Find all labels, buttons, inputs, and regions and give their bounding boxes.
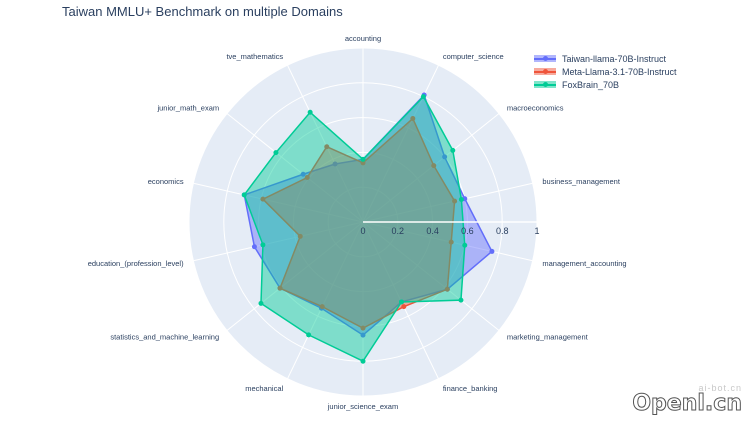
grid-spoke-8: [287, 221, 364, 379]
legend-item-meta-llama[interactable]: Meta-Llama-3.1-70B-Instruct: [534, 65, 677, 78]
radial-tick-3: 0.6: [461, 226, 474, 236]
radar-series: [241, 92, 495, 364]
series-2-point-7: [360, 358, 366, 364]
category-label-1: computer_science: [443, 52, 504, 61]
category-label-0: accounting: [345, 34, 381, 43]
grid-spoke-12: [226, 113, 364, 223]
series-1-point-12: [304, 175, 310, 181]
radial-tick-4: 0.8: [496, 226, 509, 236]
series-2-point-6: [399, 299, 405, 305]
series-1-point-9: [277, 285, 283, 291]
angular-labels: accounting computer_science macroeconomics…: [88, 34, 627, 411]
grid-spoke-2: [362, 113, 500, 223]
series-2-point-2: [450, 147, 456, 153]
series-0-point-12: [300, 171, 306, 177]
category-label-8: mechanical: [245, 384, 283, 393]
series-1-point-4: [448, 239, 454, 245]
radial-axis: 0 0.2 0.4 0.6 0.8 1: [360, 221, 540, 236]
legend-label-2: FoxBrain_70B: [562, 79, 620, 90]
series-0-point-4: [489, 248, 495, 254]
category-label-2: macroeconomics: [507, 103, 564, 112]
series-2-point-9: [258, 300, 264, 306]
category-label-5: marketing_management: [507, 333, 589, 342]
series-0-point-2: [442, 154, 448, 160]
radial-tick-2: 0.4: [426, 226, 439, 236]
series-1-point-8: [319, 304, 325, 310]
grid-spoke-9: [226, 221, 364, 331]
series-2-point-4: [462, 242, 468, 248]
grid-spoke-5: [362, 221, 500, 331]
series-1-point-0: [360, 160, 366, 166]
category-label-4: management_accounting: [542, 259, 626, 268]
series-2-point-1: [420, 94, 426, 100]
radial-tick-5: 1: [534, 226, 539, 236]
category-label-11: economics: [148, 177, 184, 186]
series-2-point-11: [241, 192, 247, 198]
radial-tick-0: 0: [360, 226, 365, 236]
legend-label-1: Meta-Llama-3.1-70B-Instruct: [562, 66, 677, 77]
series-1-point-10: [297, 233, 303, 239]
series-2-point-12: [273, 150, 279, 156]
series-2-point-8: [306, 332, 312, 338]
series-1-point-2: [431, 163, 437, 169]
watermark-small: ai-bot.cn: [698, 383, 742, 393]
grid-spoke-1: [362, 65, 439, 223]
series-0-point-13: [332, 161, 338, 167]
series-2-point-13: [307, 109, 313, 115]
grid-spoke-10: [193, 221, 364, 262]
legend-item-foxbrain[interactable]: FoxBrain_70B: [534, 78, 677, 91]
radial-tick-1: 0.2: [392, 226, 405, 236]
legend-swatch-1: [534, 68, 556, 75]
category-label-6: finance_banking: [443, 384, 498, 393]
category-label-10: education_(profession_level): [88, 259, 184, 268]
category-label-12: junior_math_exam: [156, 103, 219, 112]
chart-title: Taiwan MMLU+ Benchmark on multiple Domai…: [62, 4, 343, 19]
series-1-point-1: [410, 116, 416, 122]
legend: Taiwan-llama-70B-Instruct Meta-Llama-3.1…: [534, 52, 677, 91]
grid-spoke-11: [193, 182, 364, 223]
category-label-7: junior_science_exam: [327, 402, 398, 411]
series-0-point-10: [251, 244, 257, 250]
watermark-logo: Openl.cn: [632, 391, 743, 416]
series-2-point-10: [260, 242, 266, 248]
watermark: ai-bot.cn Openl.cn: [632, 383, 743, 416]
series-2-point-3: [458, 197, 464, 203]
legend-label-0: Taiwan-llama-70B-Instruct: [562, 53, 667, 64]
series-1-point-3: [452, 198, 458, 204]
series-2-point-0: [360, 156, 366, 162]
legend-item-taiwan-llama[interactable]: Taiwan-llama-70B-Instruct: [534, 52, 677, 65]
series-1-point-11: [260, 196, 266, 202]
series-1-point-5: [444, 286, 450, 292]
series-1-point-13: [324, 144, 330, 150]
grid-spoke-3: [362, 182, 533, 223]
category-label-3: business_management: [542, 177, 620, 186]
series-0-point-7: [360, 332, 366, 338]
series-1-point-7: [360, 325, 366, 331]
legend-swatch-2: [534, 81, 556, 88]
category-label-13: tve_mathematics: [226, 52, 283, 61]
grid-spoke-4: [362, 221, 533, 262]
grid-spoke-13: [287, 65, 364, 223]
legend-swatch-0: [534, 55, 556, 62]
category-label-9: statistics_and_machine_learning: [110, 333, 219, 342]
series-1-point-6: [401, 304, 407, 310]
series-2-point-5: [458, 297, 464, 303]
